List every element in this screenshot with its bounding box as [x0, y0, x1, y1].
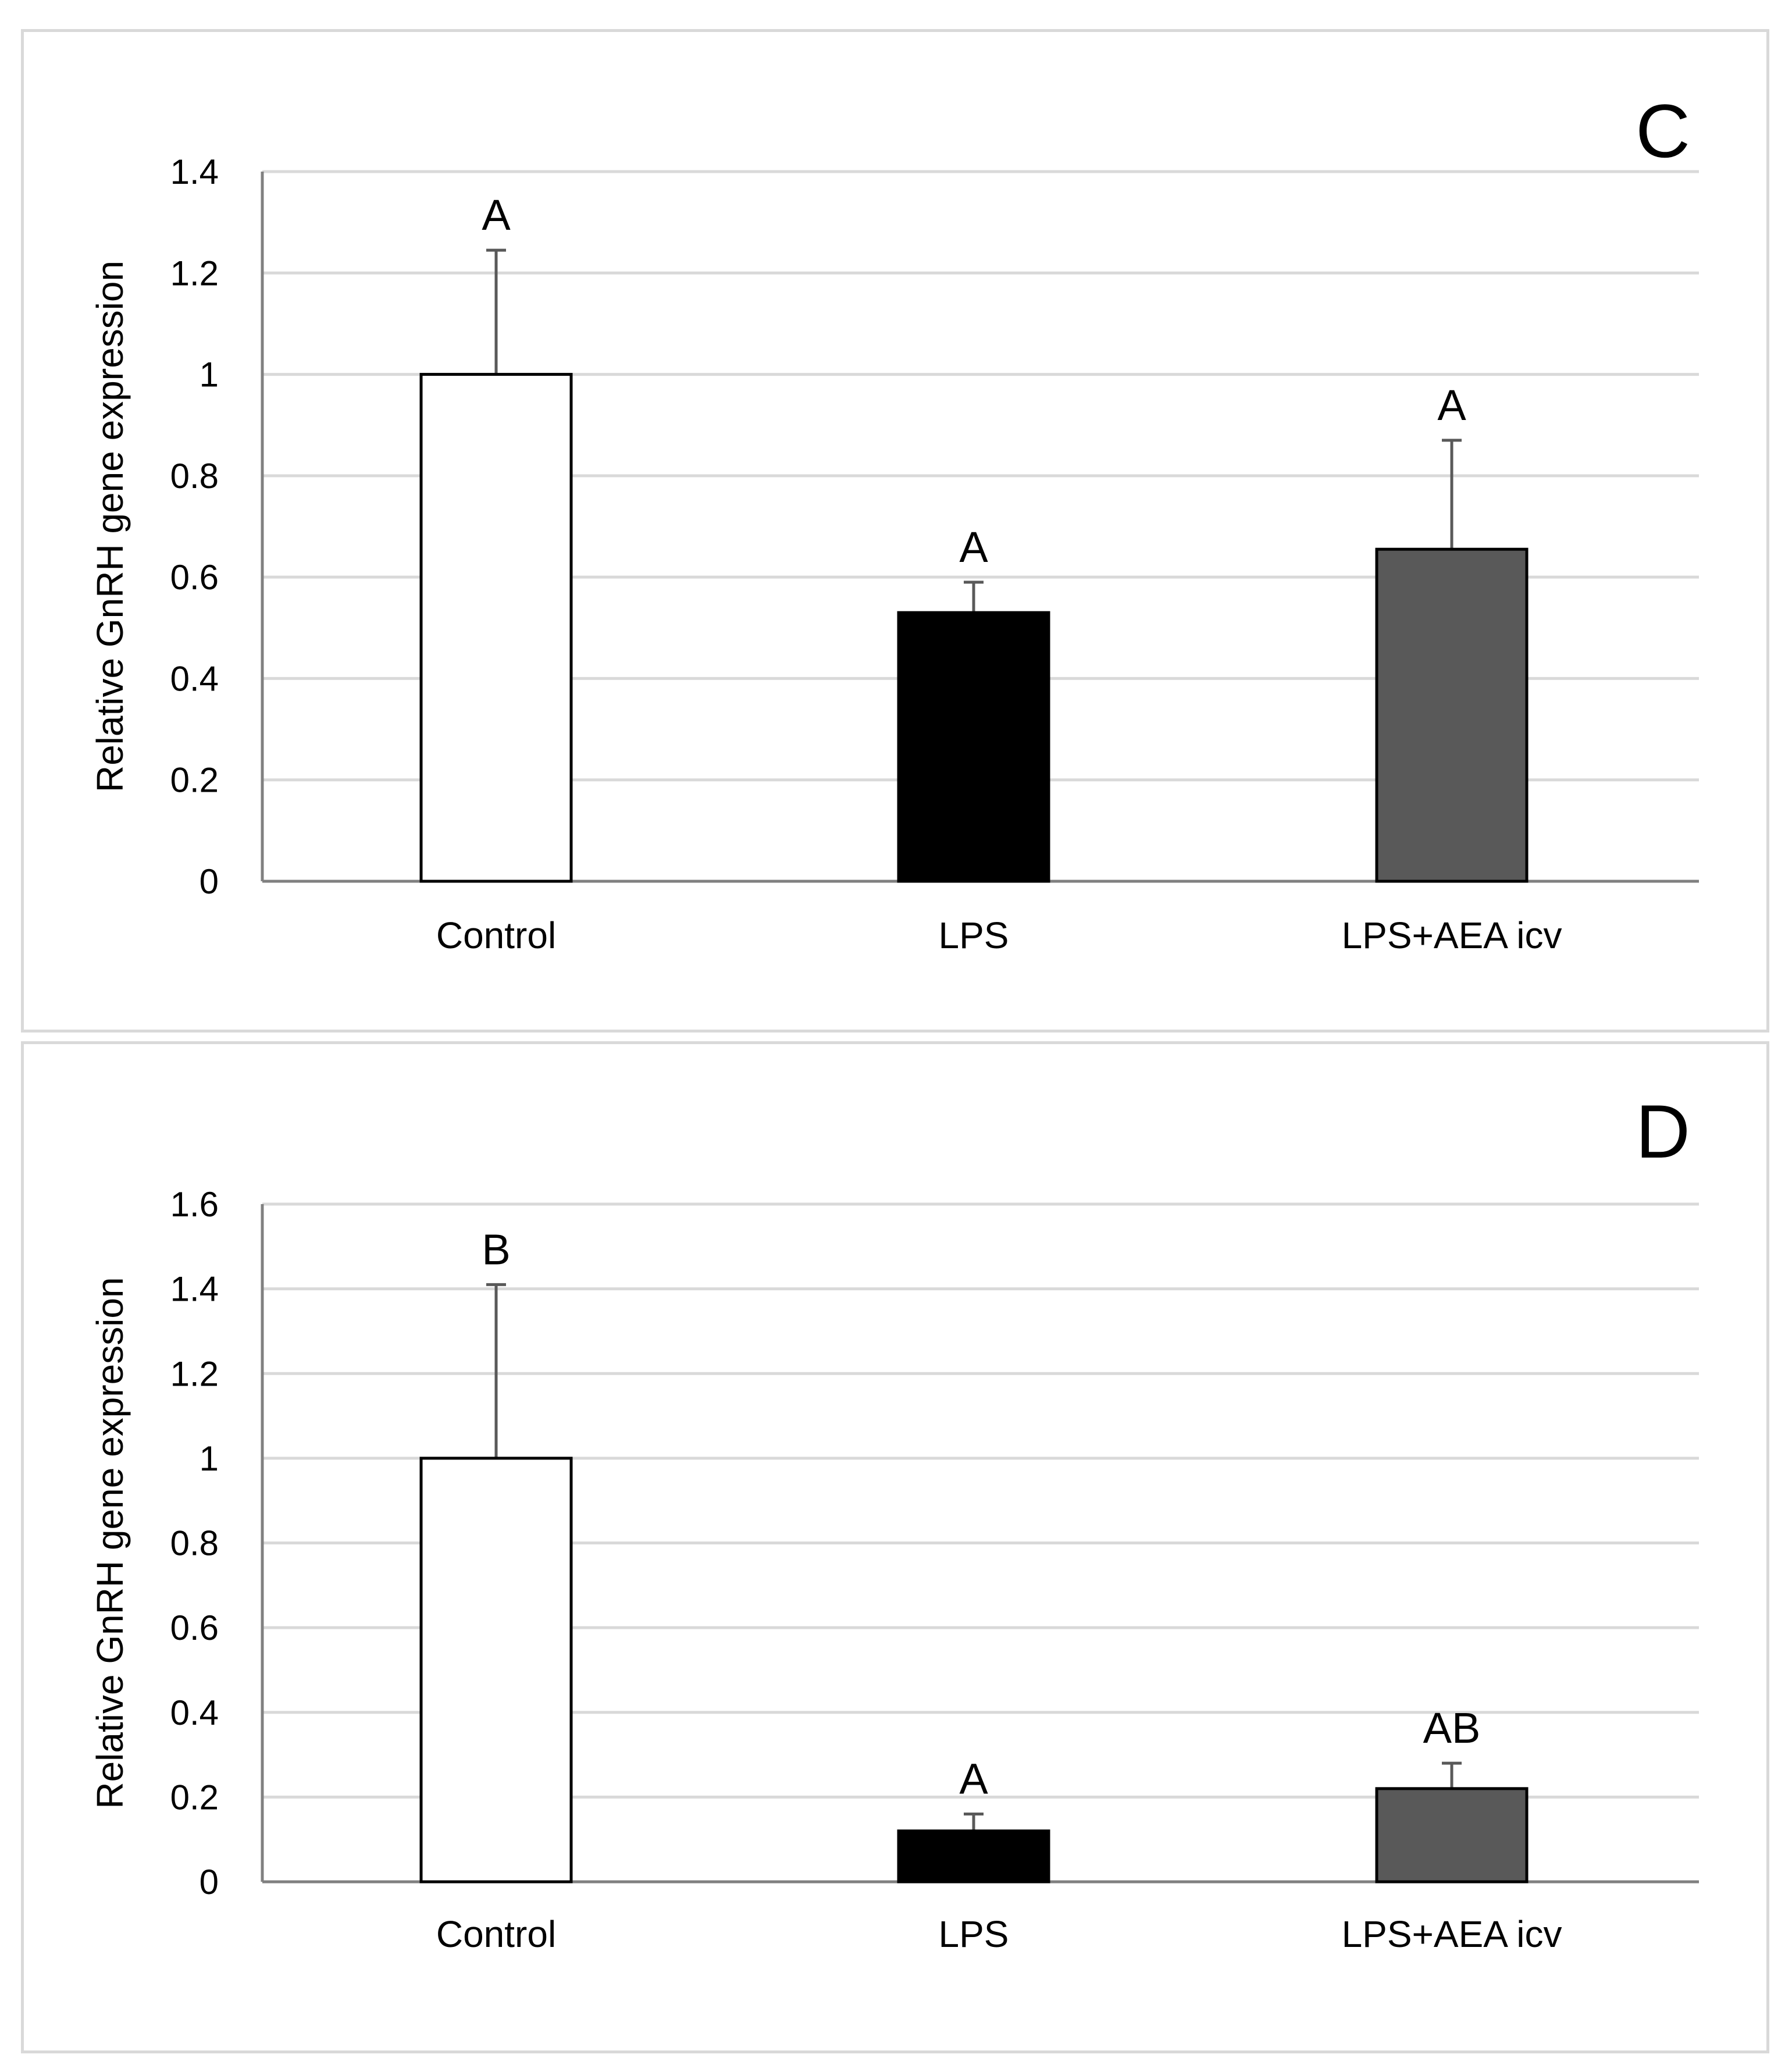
chart-panel-c: 0 0.2 0.4 0.6 0.8 1 1.2 1.4 A Control A LPS A LPS+AEA…: [21, 29, 1769, 1033]
bar: [419, 373, 573, 883]
bar: [1375, 1787, 1529, 1884]
y-tick-label: 0.2: [170, 1778, 219, 1817]
x-tick-label: LPS: [939, 1913, 1009, 1955]
y-tick-label: 1: [199, 1439, 219, 1478]
bar: [897, 611, 1050, 883]
significance-label: A: [1437, 381, 1466, 429]
y-tick-label: 0.6: [170, 558, 219, 597]
bar: [1375, 547, 1529, 883]
y-tick-label: 0.8: [170, 457, 219, 496]
y-tick-label: 0: [199, 1863, 219, 1902]
x-tick-label: LPS: [939, 914, 1009, 956]
y-tick-label: 1.6: [170, 1185, 219, 1224]
y-axis-title: Relative GnRH gene expression: [89, 1277, 131, 1808]
panel-label: D: [1636, 1089, 1690, 1174]
bar: [419, 1457, 573, 1884]
significance-label: A: [959, 523, 988, 571]
panel-label: C: [1636, 88, 1690, 173]
x-tick-label: LPS+AEA icv: [1342, 914, 1562, 956]
y-tick-label: 1: [199, 355, 219, 394]
significance-label: AB: [1423, 1704, 1481, 1752]
chart-d: 0 0.2 0.4 0.6 0.8 1 1.2 1.4 1.6 B Control A LPS AB LPS…: [89, 1089, 1699, 1955]
y-tick-label: 1.2: [170, 1354, 219, 1393]
chart-panel-d: 0 0.2 0.4 0.6 0.8 1 1.2 1.4 1.6 B Control A LPS AB LPS…: [21, 1041, 1769, 2053]
y-tick-label: 0: [199, 862, 219, 901]
x-tick-label: Control: [436, 914, 556, 956]
bar: [897, 1829, 1050, 1884]
y-tick-label: 1.2: [170, 254, 219, 293]
chart-c: 0 0.2 0.4 0.6 0.8 1 1.2 1.4 A Control A LPS A LPS+AEA…: [89, 88, 1699, 956]
y-tick-label: 0.4: [170, 659, 219, 698]
y-tick-label: 1.4: [170, 152, 219, 191]
significance-label: A: [482, 191, 511, 239]
x-tick-label: LPS+AEA icv: [1342, 1913, 1562, 1955]
y-tick-label: 0.8: [170, 1524, 219, 1563]
x-tick-label: Control: [436, 1913, 556, 1955]
y-tick-label: 0.6: [170, 1608, 219, 1647]
y-tick-label: 1.4: [170, 1270, 219, 1309]
y-axis-title: Relative GnRH gene expression: [89, 261, 131, 792]
y-tick-label: 0.4: [170, 1693, 219, 1732]
significance-label: A: [959, 1755, 988, 1803]
y-tick-label: 0.2: [170, 761, 219, 800]
significance-label: B: [482, 1225, 510, 1273]
